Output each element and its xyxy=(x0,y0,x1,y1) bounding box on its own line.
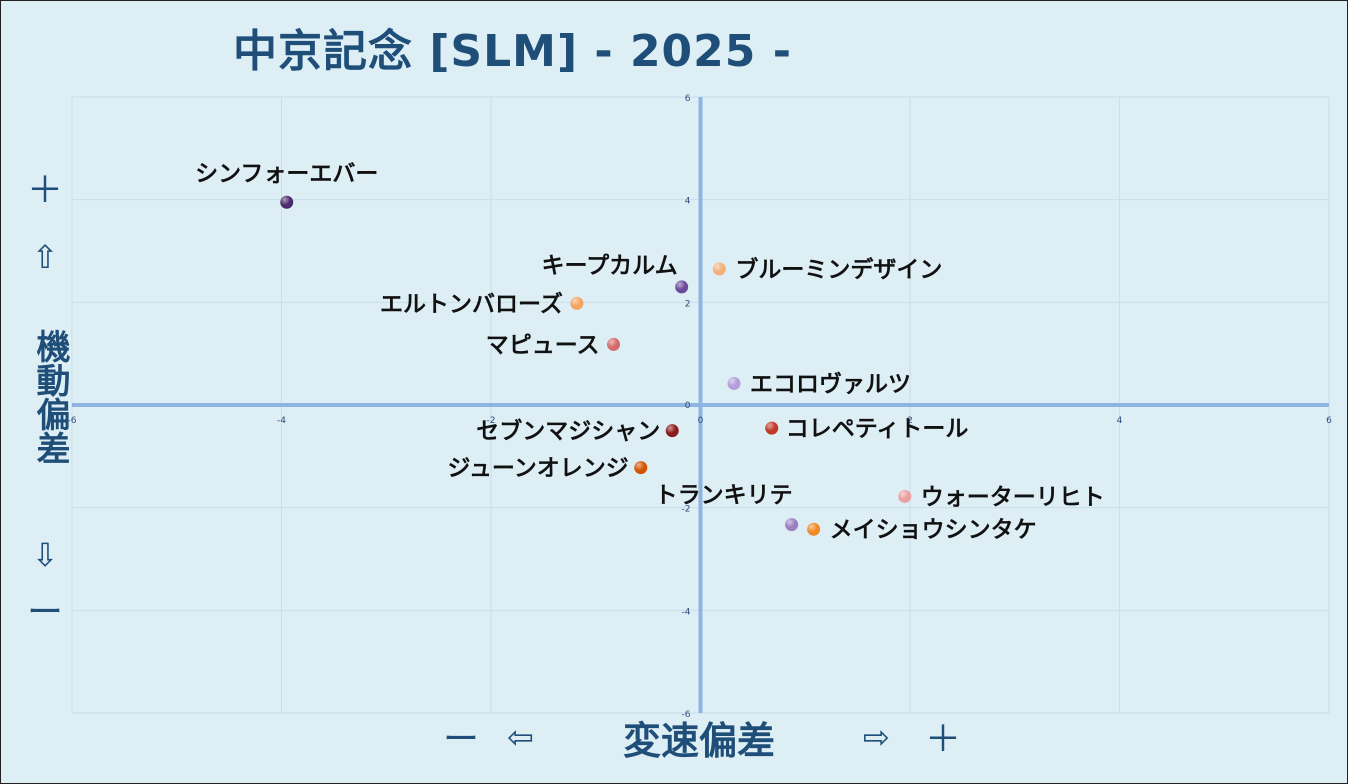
data-point-label: メイショウシンタケ xyxy=(830,517,1037,543)
data-point-label: ブルーミンデザイン xyxy=(735,256,942,283)
data-point-highlight xyxy=(280,195,294,209)
data-point-highlight xyxy=(570,296,584,310)
data-point-label: エコロヴァルツ xyxy=(750,370,911,397)
y-tick-label: -2 xyxy=(682,505,691,515)
data-point-highlight xyxy=(665,424,679,438)
y-tick-label: -6 xyxy=(682,710,691,720)
y-tick-label: 2 xyxy=(685,299,691,309)
data-point-label: エルトンバローズ xyxy=(380,290,563,317)
data-point-label: シンフォーエバー xyxy=(195,161,378,187)
data-point-highlight xyxy=(607,337,621,351)
data-point-highlight xyxy=(765,421,779,435)
chart-title: 中京記念 [SLM] - 2025 - xyxy=(233,26,792,77)
data-point-label: ウォーターリヒト xyxy=(921,484,1105,510)
y-axis-label: 機動偏差 xyxy=(30,329,70,465)
y-plus-sign: ＋ xyxy=(26,170,63,211)
x-tick-label: 6 xyxy=(1326,416,1332,426)
data-point-highlight xyxy=(675,280,689,294)
left-arrow-icon: ⇦ xyxy=(507,718,534,756)
up-arrow-icon: ⇧ xyxy=(31,238,59,276)
data-point-highlight xyxy=(712,262,726,276)
x-tick-label: 0 xyxy=(698,416,704,426)
data-point-highlight xyxy=(727,376,741,390)
down-arrow-icon: ⇩ xyxy=(31,536,59,574)
origin-tick-label: 0 xyxy=(685,401,691,411)
data-point-highlight xyxy=(898,489,912,503)
x-plus-sign: ＋ xyxy=(925,719,962,760)
data-point-label: キープカルム xyxy=(541,253,677,279)
data-point-highlight xyxy=(785,518,799,532)
y-tick-label: -4 xyxy=(682,607,691,617)
data-point-label: トランキリテ xyxy=(655,483,793,509)
x-tick-label: -4 xyxy=(277,416,286,426)
y-tick-label: 4 xyxy=(685,197,691,207)
y-tick-label: 6 xyxy=(685,94,691,104)
data-point-label: ジューンオレンジ xyxy=(448,456,629,482)
right-arrow-icon: ⇨ xyxy=(863,718,890,756)
data-point-label: コレペティトール xyxy=(786,416,969,442)
y-minus-sign: ー xyxy=(26,592,63,633)
data-point-highlight xyxy=(634,461,648,475)
x-tick-label: -2 xyxy=(487,416,496,426)
x-tick-label: -6 xyxy=(68,416,77,426)
x-axis-label: 変速偏差 xyxy=(623,719,776,763)
x-tick-label: 2 xyxy=(907,416,913,426)
data-point-highlight xyxy=(807,522,821,536)
x-tick-label: 4 xyxy=(1117,416,1123,426)
data-point-label: マピュース xyxy=(486,332,600,358)
data-point-label: セブンマジシャン xyxy=(476,418,660,445)
x-minus-sign: ー xyxy=(443,719,480,760)
